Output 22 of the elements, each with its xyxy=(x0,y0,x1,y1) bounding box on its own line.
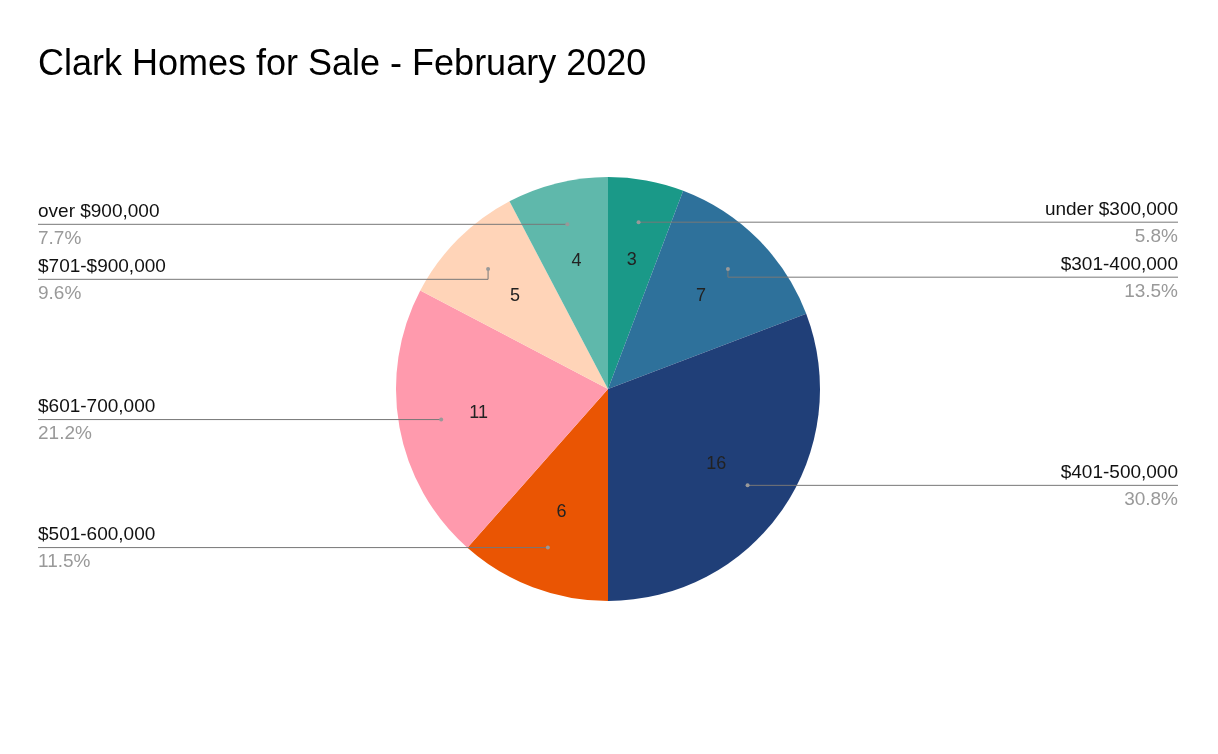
data-label: 11 xyxy=(469,401,489,422)
text: 7.7% xyxy=(38,227,82,249)
text: 13.5% xyxy=(1124,279,1179,301)
slice-label: $701-$900,000 xyxy=(38,255,166,277)
slice-label: $301-400,000 xyxy=(1060,252,1178,274)
text: 5.8% xyxy=(1134,224,1179,246)
text: 21.2% xyxy=(38,422,92,444)
data-label: 4 xyxy=(571,250,582,271)
text: 9.6% xyxy=(38,282,82,304)
slice-label: $501-600,000 xyxy=(38,523,156,545)
data-label: 7 xyxy=(695,285,706,306)
slice-label: $601-700,000 xyxy=(38,395,156,417)
slice-label: over $900,000 xyxy=(38,200,160,222)
data-label: 16 xyxy=(706,452,727,473)
text: 30.8% xyxy=(1124,488,1179,510)
chart-title: Clark Homes for Sale - February 2020 xyxy=(37,41,648,85)
data-label: 5 xyxy=(510,285,521,306)
data-label: 3 xyxy=(626,248,637,269)
slice-label: under $300,000 xyxy=(1044,197,1178,219)
slice-label: $401-500,000 xyxy=(1060,461,1178,483)
text: 11.5% xyxy=(38,550,91,572)
data-label: 6 xyxy=(556,500,567,521)
